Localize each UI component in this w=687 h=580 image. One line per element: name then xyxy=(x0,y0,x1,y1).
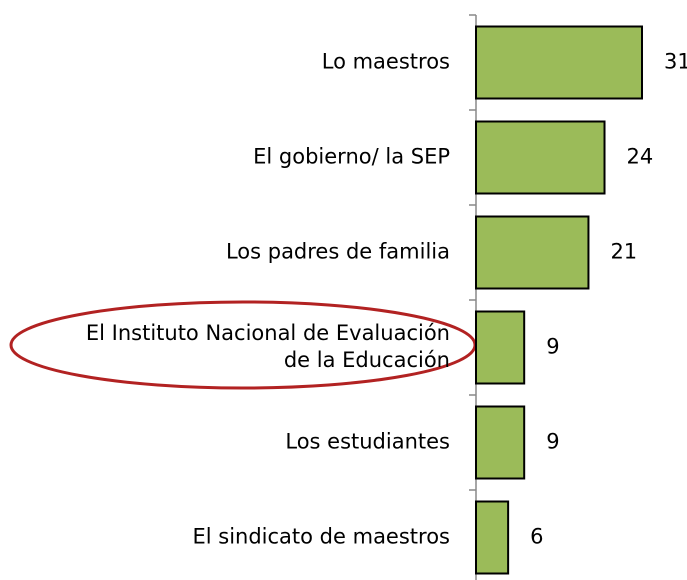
value-label: 9 xyxy=(546,335,559,359)
bar xyxy=(475,310,526,385)
y-tick-label: El Instituto Nacional de Evaluación de la… xyxy=(86,321,450,372)
value-label: 24 xyxy=(627,145,654,169)
value-label: 21 xyxy=(610,240,637,264)
highlight-ellipse xyxy=(9,300,477,390)
y-tick-label: El gobierno/ la SEP xyxy=(253,145,450,169)
y-tick-label: Lo maestros xyxy=(322,50,450,74)
bar xyxy=(475,25,643,100)
value-label: 31 xyxy=(664,50,687,74)
bar xyxy=(475,500,510,575)
y-tick-label: El sindicato de maestros xyxy=(192,525,450,549)
bar xyxy=(475,215,590,290)
value-label: 6 xyxy=(530,525,543,549)
y-tick-label: Los estudiantes xyxy=(285,430,450,454)
bar xyxy=(475,120,606,195)
value-label: 9 xyxy=(546,430,559,454)
y-tick-label: Los padres de familia xyxy=(226,240,450,264)
bar xyxy=(475,405,526,480)
